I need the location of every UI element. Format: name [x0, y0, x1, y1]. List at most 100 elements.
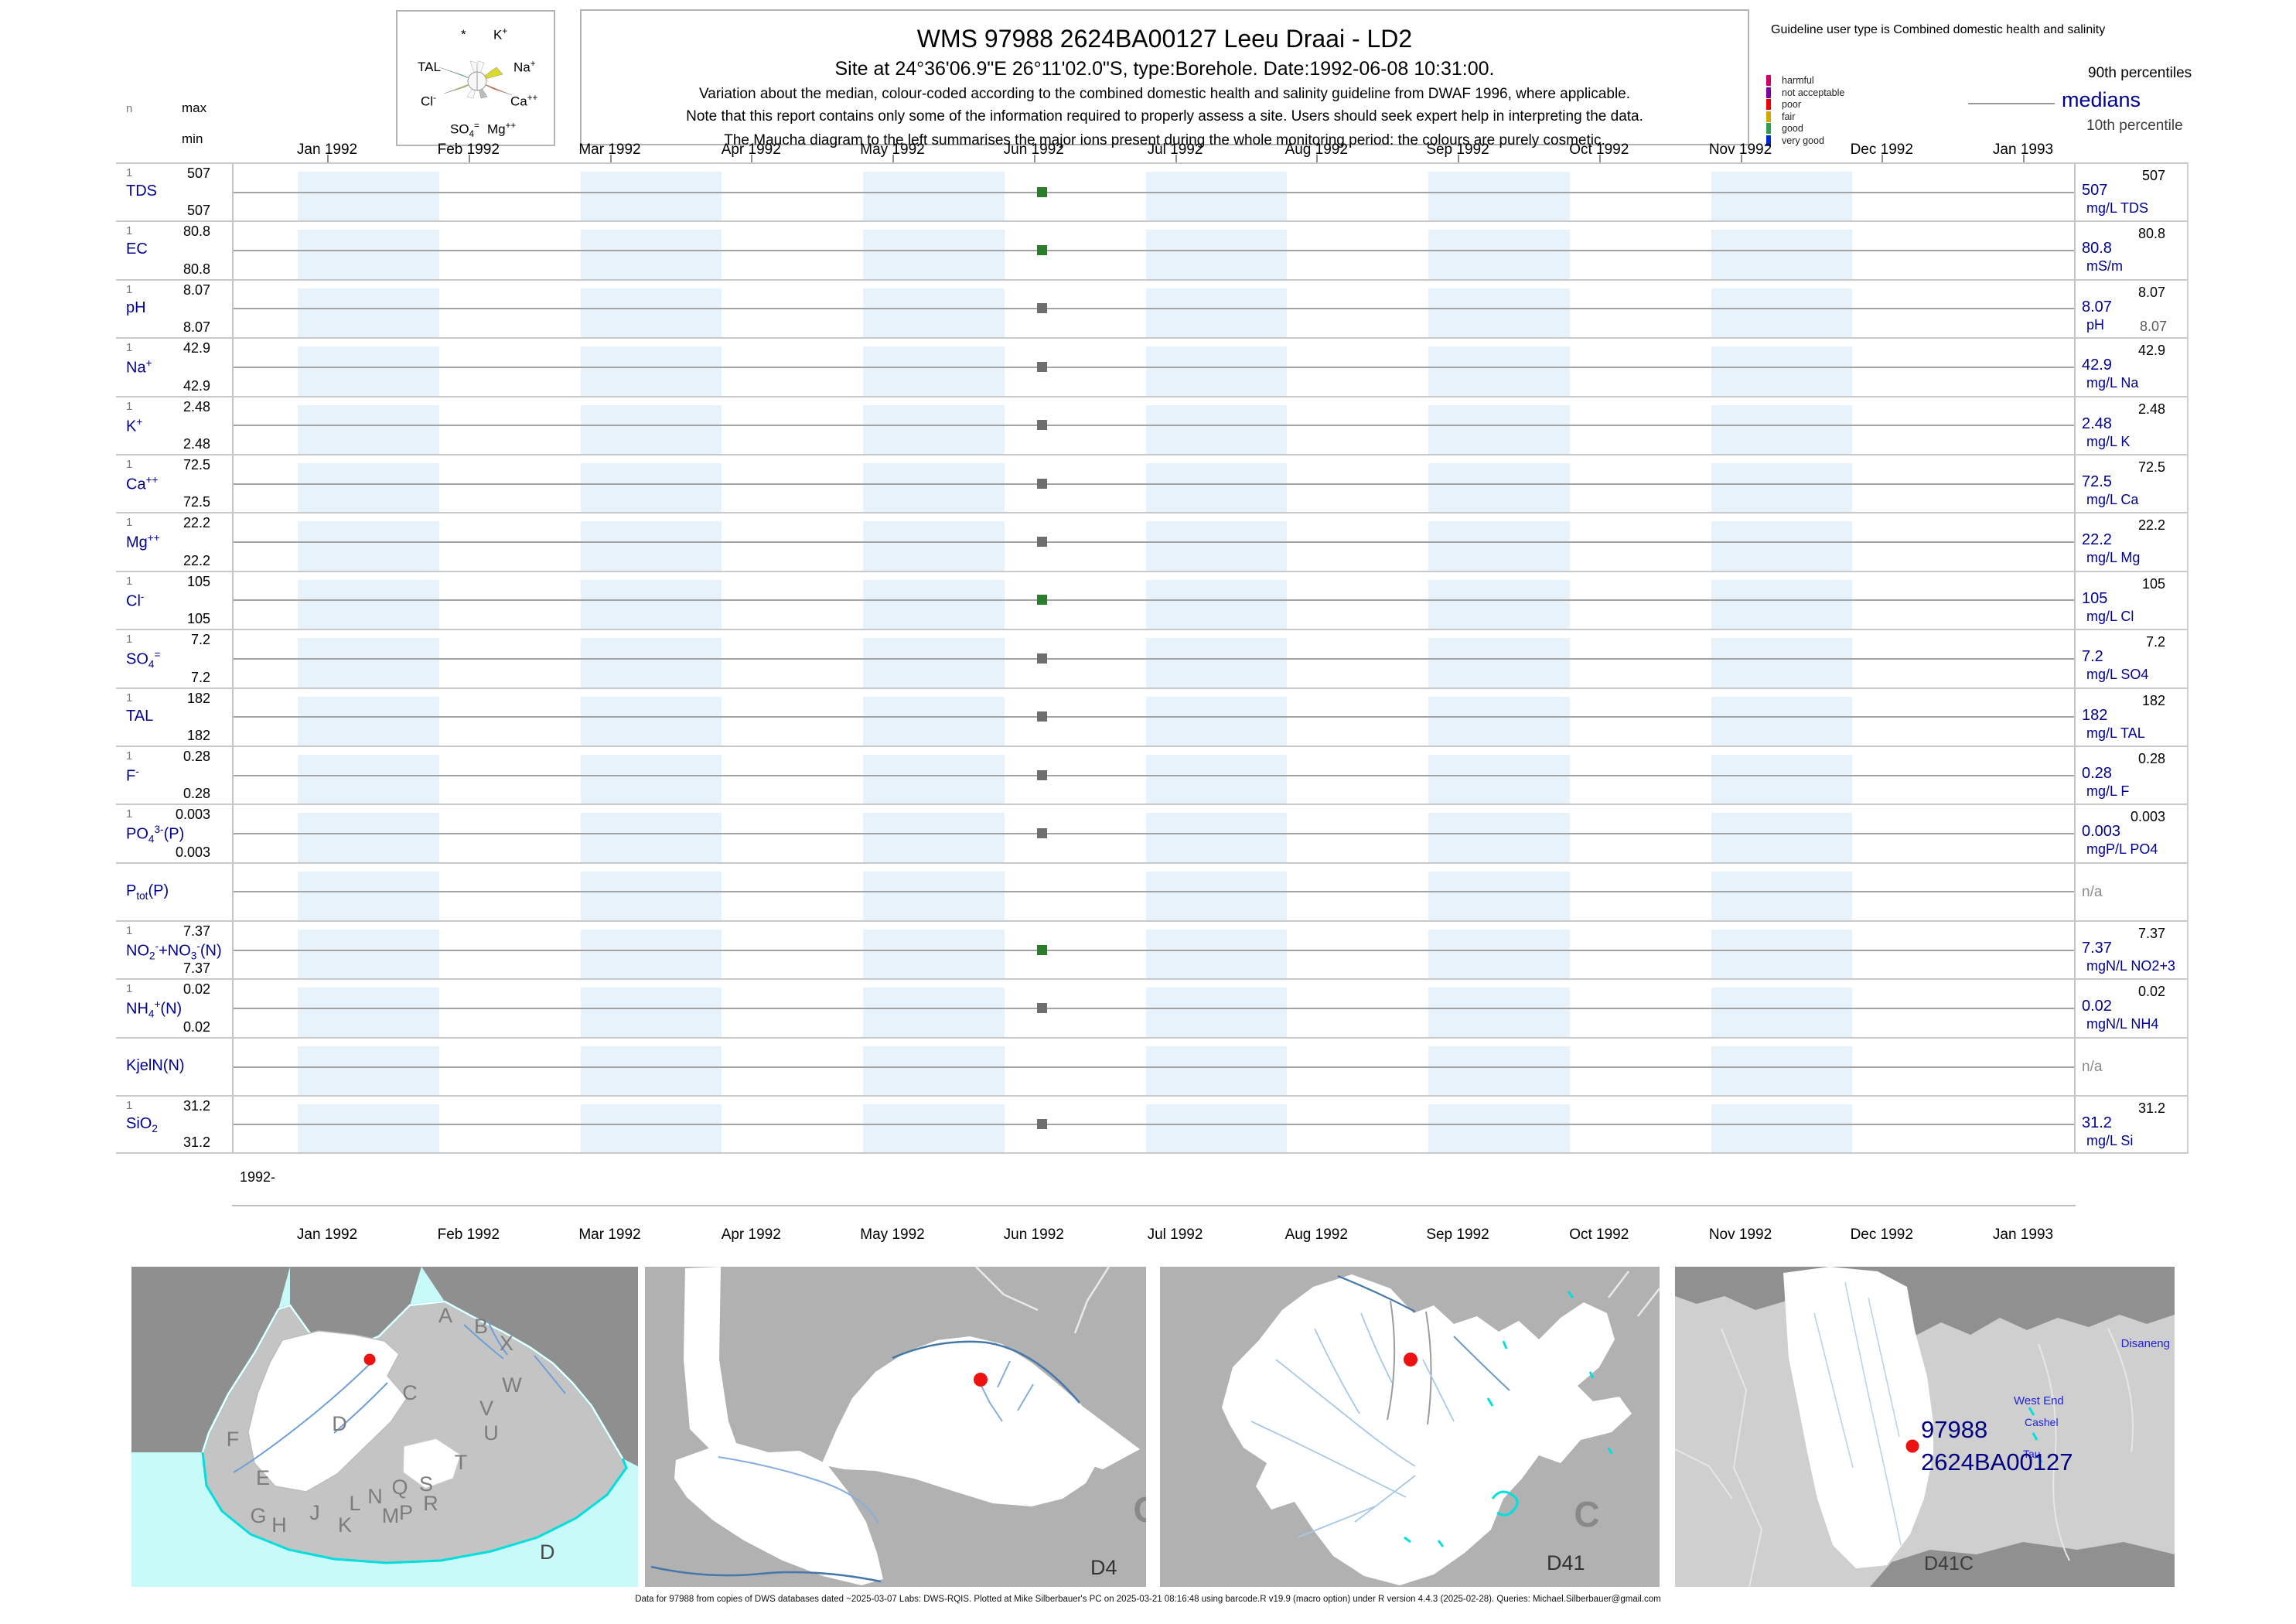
guideline-class-label: very good: [1782, 135, 1824, 146]
max-value: 22.2: [183, 515, 210, 531]
min-value: 7.37: [183, 960, 210, 977]
row-values-block: 80.8 80.8 mS/m: [2080, 222, 2189, 278]
month-tick-label: Jul 1992: [1147, 1227, 1203, 1243]
unit-label: mgN/L NH4: [2086, 1016, 2159, 1032]
unit-label: mg/L TDS: [2086, 200, 2149, 216]
min-value: 105: [186, 611, 210, 627]
sample-count: 1: [126, 282, 133, 296]
row-label-block: 1 22.2 22.2 Mg++: [116, 513, 232, 570]
median-line: [234, 891, 2074, 893]
month-tick: [751, 155, 753, 164]
title-box: WMS 97988 2624BA00127 Leeu Draai - LD2 S…: [580, 9, 1749, 148]
month-stripe: [1711, 346, 1853, 396]
rivers: [1250, 1312, 1455, 1538]
parameter-row: 1 182 182 TAL 182 182 mg/L TAL: [116, 687, 2187, 745]
month-tick: [468, 155, 470, 164]
row-plot-area: [232, 863, 2076, 921]
p90-value: 7.37: [2137, 926, 2165, 942]
month-stripe: [298, 462, 439, 513]
parameter-row: 1 42.9 42.9 Na+ 42.9 42.9 mg/L Na: [116, 337, 2187, 396]
unit-label: pH: [2086, 316, 2105, 333]
parameter-label: PO43-(P): [126, 824, 185, 845]
parameter-label: NH4+(N): [126, 998, 183, 1021]
neighbour-region-letter: C: [1574, 1494, 1599, 1534]
drainage-region-letter: X: [500, 1332, 513, 1355]
month-ticks: [0, 155, 2296, 164]
row-values-block: 0.003 0.003 mgP/L PO4: [2080, 805, 2189, 861]
month-tick-label: Apr 1992: [721, 1227, 781, 1243]
site-subtitle: Site at 24°36'06.9"E 26°11'02.0"S, type:…: [834, 58, 1495, 80]
unit-label: mS/m: [2086, 258, 2123, 275]
max-value: 72.5: [183, 456, 210, 473]
month-stripe: [298, 288, 439, 338]
median-line: [234, 1008, 2074, 1010]
month-tick: [1458, 155, 1459, 164]
footer-provenance-text: Data for 97988 from copies of DWS databa…: [635, 1595, 1661, 1604]
guideline-class-chip: [1766, 111, 1771, 122]
highland-region: [402, 1438, 462, 1489]
month-stripe: [1428, 288, 1570, 338]
sample-marker: [1036, 827, 1047, 838]
sample-marker: [1036, 1003, 1047, 1014]
row-label-block: 1 31.2 31.2 SiO2: [116, 1097, 232, 1151]
median-line: [234, 657, 2074, 660]
row-plot-area: [232, 222, 2076, 279]
median-value: 31.2: [2082, 1114, 2112, 1132]
month-stripe: [580, 754, 722, 804]
map-corner-label: D41: [1547, 1551, 1585, 1575]
month-tick-label: May 1992: [860, 1227, 925, 1243]
p90-value: 2.48: [2137, 401, 2165, 417]
month-tick-label: Aug 1992: [1284, 1227, 1348, 1243]
guideline-class-label: good: [1782, 123, 1803, 134]
month-stripe: [1428, 462, 1570, 513]
guideline-class-item: poor: [1766, 98, 1921, 111]
month-stripe: [580, 1046, 722, 1096]
parameter-label: Ca++: [126, 473, 159, 493]
month-stripe: [1145, 754, 1288, 804]
month-stripe: [1711, 288, 1853, 338]
month-stripe: [298, 579, 439, 629]
row-values-block: 182 182 mg/L TAL: [2080, 689, 2189, 745]
max-legend-label: max: [182, 101, 207, 115]
min-value: 0.02: [183, 1018, 210, 1035]
maucha-ion-label: *: [461, 27, 466, 42]
month-stripe: [580, 462, 722, 513]
parameter-label: NO2-+NO3-(N): [126, 940, 222, 962]
month-stripe: [298, 754, 439, 804]
unit-label: mg/L Ca: [2086, 491, 2139, 507]
month-stripe: [580, 988, 722, 1037]
guideline-class-label: harmful: [1782, 75, 1814, 86]
month-stripe: [580, 288, 722, 338]
month-tick-label: Dec 1992: [1850, 142, 1913, 158]
note-1: Variation about the median, colour-coded…: [698, 86, 1631, 102]
median-line: [234, 1123, 2074, 1125]
parameter-row: 1 105 105 Cl- 105 105 mg/L Cl: [116, 570, 2187, 629]
unit-label: mg/L Mg: [2086, 550, 2141, 566]
drainage-region-letter: C: [402, 1381, 418, 1404]
parameter-label: Cl-: [126, 590, 145, 610]
month-stripe: [863, 988, 1005, 1037]
parameter-label: pH: [126, 299, 146, 316]
median-value: 7.2: [2082, 648, 2103, 666]
sample-count: 1: [126, 224, 133, 238]
sample-count: 1: [126, 516, 133, 530]
month-stripe: [1145, 230, 1288, 279]
row-values-block: 31.2 31.2 mg/L Si: [2080, 1097, 2189, 1151]
median-line: [234, 1066, 2074, 1068]
neighbour-land: [290, 1267, 421, 1350]
month-stripe: [1711, 1104, 1853, 1152]
guideline-class-chip: [1766, 123, 1771, 134]
month-stripe: [298, 638, 439, 687]
drainage-region-letter: B: [474, 1315, 488, 1338]
month-tick: [1881, 155, 1884, 164]
month-stripe: [1145, 930, 1288, 979]
sample-marker: [1036, 711, 1047, 722]
month-tick-label: Jan 1993: [1992, 142, 2054, 158]
month-stripe: [1428, 521, 1570, 571]
sample-marker: [1036, 186, 1047, 197]
parameter-row: 1 31.2 31.2 SiO2 31.2 31.2 mg/L Si: [116, 1095, 2189, 1154]
p90-value: 42.9: [2137, 343, 2165, 359]
month-stripe: [1428, 1046, 1570, 1096]
p90-value: 72.5: [2137, 459, 2165, 475]
sample-count: 1: [126, 749, 133, 763]
